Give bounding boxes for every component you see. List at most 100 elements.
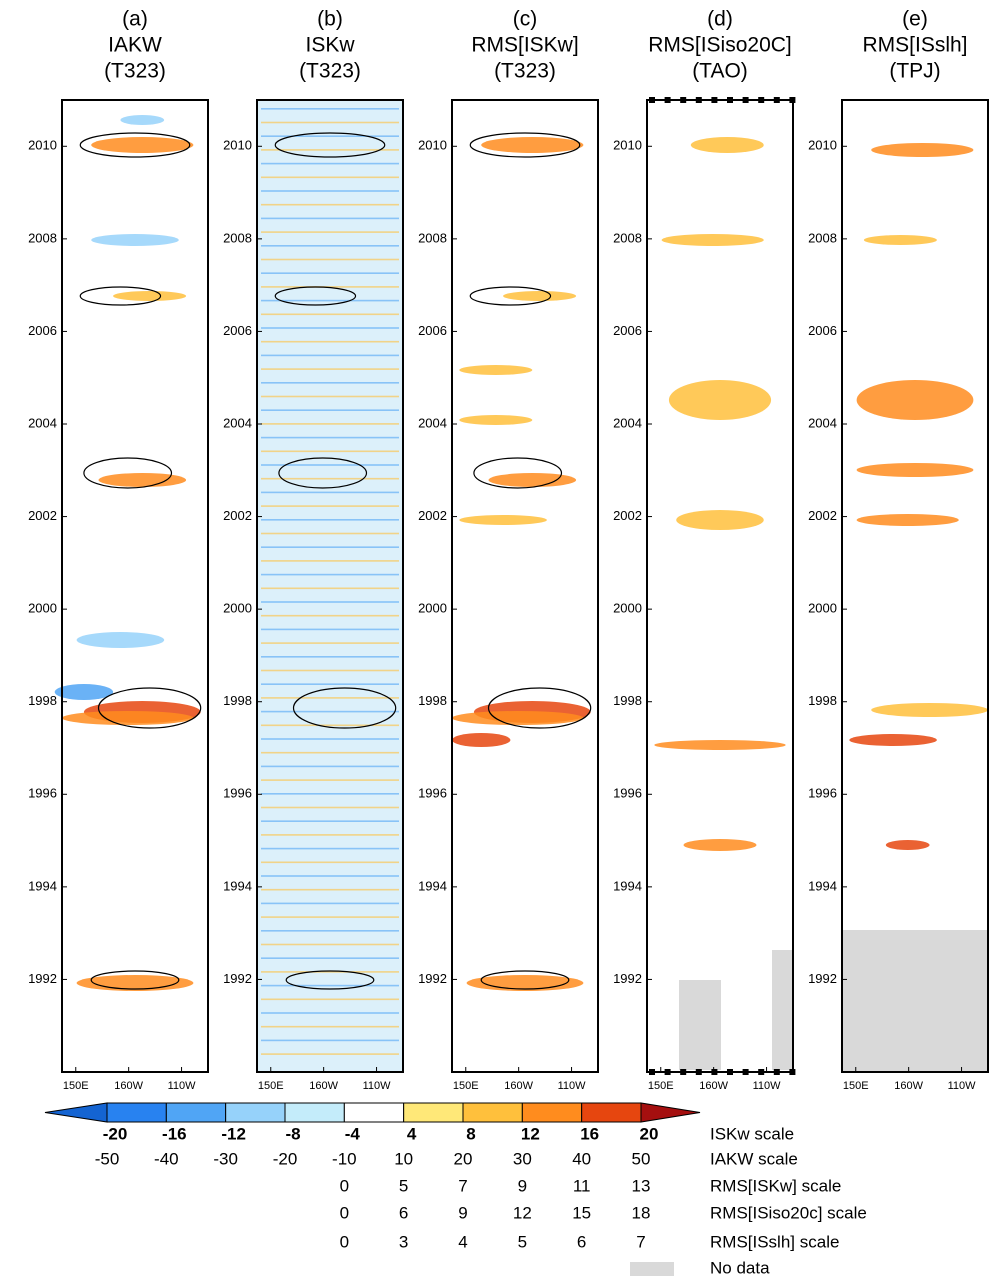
field-blob [871, 143, 974, 157]
stripe [261, 135, 399, 137]
colorbar-label: 16 [580, 1124, 599, 1143]
y-tick-label: 2004 [223, 415, 252, 430]
y-tick-label: 2000 [418, 601, 447, 616]
x-tick-label: 110W [558, 1080, 587, 1092]
stripe [261, 121, 399, 124]
field-blob [690, 137, 764, 153]
colorbar-box [403, 1102, 464, 1123]
y-tick-label: 2006 [28, 323, 57, 338]
panel-bg [62, 100, 208, 1072]
stripe [261, 902, 399, 905]
stripe [261, 491, 399, 494]
field-blob [503, 291, 577, 301]
colorbar-label: 9 [518, 1176, 527, 1195]
field-blob [76, 632, 165, 648]
stripe [261, 656, 399, 658]
panel-subtitle: (TPJ) [889, 60, 940, 83]
stripe [261, 340, 399, 343]
colorbar-label: 5 [399, 1176, 408, 1195]
stripe [261, 450, 399, 453]
y-tick-label: 2008 [28, 230, 57, 245]
y-tick-label: 2002 [613, 508, 642, 523]
colorbar-label: -30 [213, 1149, 238, 1168]
panel-frame [256, 99, 404, 1073]
stripe [261, 203, 399, 206]
panel-frame [451, 99, 599, 1073]
panel-title: ISKw [305, 34, 355, 57]
y-tick-label: 1994 [28, 878, 57, 893]
y-tick-label: 1996 [28, 786, 57, 801]
stripe [261, 834, 399, 836]
colorbar-label: 12 [521, 1124, 540, 1143]
stripe [261, 327, 399, 329]
field-blob [459, 365, 533, 375]
colorbar-box [343, 1102, 405, 1123]
stripe [261, 601, 399, 603]
y-tick-label: 1998 [418, 693, 447, 708]
stripe [261, 505, 399, 507]
field-blob [459, 415, 533, 425]
stripe [261, 382, 399, 384]
colorbar-label: -50 [95, 1149, 120, 1168]
panel-bg [257, 100, 403, 1072]
y-tick-label: 2006 [223, 323, 252, 338]
panel-title: IAKW [108, 34, 162, 57]
stripe [261, 573, 399, 576]
colorbar-label: 10 [394, 1149, 413, 1168]
field-blob [849, 734, 937, 746]
panel-title: RMS[ISKw] [471, 34, 578, 57]
scale-name: RMS[ISslh] scale [710, 1232, 839, 1251]
panel-bg [647, 100, 793, 1072]
stripe [261, 806, 399, 809]
stripe [261, 861, 399, 864]
stripe [261, 286, 399, 288]
stripe [261, 738, 399, 740]
colorbar-label: 9 [458, 1203, 467, 1222]
panel-title: RMS[ISiso20C] [648, 34, 792, 57]
colorbar-label: 0 [340, 1232, 349, 1251]
scale-name: RMS[ISKw] scale [710, 1176, 841, 1195]
scale-name: IAKW scale [710, 1149, 798, 1168]
field-blob [683, 839, 757, 851]
stripe [261, 532, 399, 535]
y-tick-label: 1992 [28, 971, 57, 986]
panel-title: RMS[ISslh] [862, 34, 967, 57]
field-blob [668, 380, 772, 420]
contour [487, 687, 592, 729]
contour [274, 286, 357, 306]
y-tick-label: 2006 [613, 323, 642, 338]
stripe [261, 464, 399, 466]
colorbar-label: -20 [103, 1124, 128, 1143]
panel-subtitle: (T323) [104, 60, 166, 83]
stripe [261, 1053, 399, 1055]
x-tick-label: 160W [699, 1080, 728, 1092]
stripe [261, 1025, 399, 1028]
stripe [261, 710, 399, 713]
panel-label: (d) [707, 8, 733, 31]
stripe [261, 943, 399, 946]
y-tick-label: 1996 [418, 786, 447, 801]
colorbar-label: -10 [332, 1149, 357, 1168]
y-tick-label: 2010 [418, 138, 447, 153]
field-blob [856, 514, 959, 526]
x-tick-label: 150E [453, 1080, 479, 1092]
stripe [261, 546, 399, 548]
colorbar-box [284, 1102, 345, 1123]
stripe [261, 614, 399, 617]
panel-label: (e) [902, 8, 928, 31]
contour [97, 687, 202, 729]
y-tick-label: 1994 [418, 878, 447, 893]
stripe [261, 957, 399, 959]
x-tick-label: 150E [258, 1080, 284, 1092]
stripe [261, 190, 399, 192]
colorbar-label: 5 [518, 1232, 527, 1251]
y-tick-label: 1992 [418, 971, 447, 986]
stripe [261, 751, 399, 754]
panel-label: (a) [122, 8, 148, 31]
x-tick-label: 160W [504, 1080, 533, 1092]
stripe [261, 779, 399, 781]
stripe [261, 217, 399, 220]
y-tick-label: 2000 [223, 601, 252, 616]
colorbar-label: -8 [285, 1124, 300, 1143]
scale-name: ISKw scale [710, 1124, 794, 1143]
